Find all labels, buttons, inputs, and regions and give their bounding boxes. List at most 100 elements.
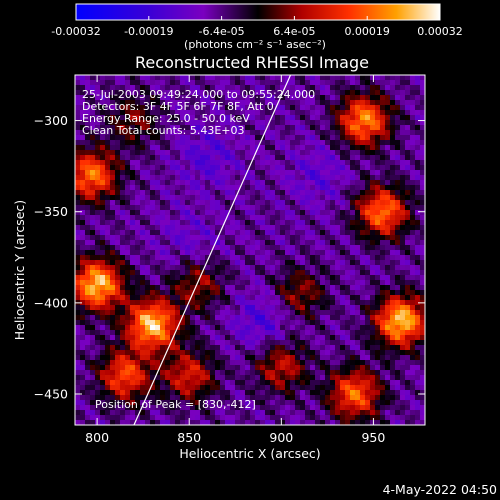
heatmap-cell	[175, 225, 181, 231]
heatmap-cell	[375, 115, 381, 121]
heatmap-cell	[250, 90, 256, 96]
heatmap-cell	[390, 420, 396, 425]
heatmap-cell	[335, 355, 341, 361]
heatmap-cell	[385, 370, 391, 376]
heatmap-cell	[240, 220, 246, 226]
heatmap-cell	[405, 270, 411, 276]
heatmap-cell	[105, 360, 111, 366]
heatmap-cell	[185, 300, 191, 306]
heatmap-cell	[105, 315, 111, 321]
heatmap-cell	[335, 120, 341, 126]
heatmap-cell	[355, 370, 361, 376]
heatmap-cell	[220, 410, 226, 416]
heatmap-cell	[200, 240, 206, 246]
heatmap-cell	[285, 95, 291, 101]
heatmap-cell	[190, 180, 196, 186]
heatmap-cell	[410, 305, 416, 311]
heatmap-cell	[200, 150, 206, 156]
heatmap-cell	[175, 110, 181, 116]
heatmap-cell	[400, 110, 406, 116]
heatmap-cell	[400, 135, 406, 141]
heatmap-cell	[105, 395, 111, 401]
heatmap-cell	[170, 375, 176, 381]
heatmap-cell	[120, 405, 126, 411]
heatmap-cell	[345, 160, 351, 166]
heatmap-cell	[220, 275, 226, 281]
heatmap-cell	[235, 270, 241, 276]
heatmap-cell	[370, 355, 376, 361]
heatmap-cell	[260, 85, 266, 91]
heatmap-cell	[415, 105, 421, 111]
heatmap-cell	[165, 400, 171, 406]
heatmap-cell	[340, 305, 346, 311]
heatmap-cell	[85, 345, 91, 351]
heatmap-cell	[415, 265, 421, 271]
heatmap-cell	[75, 140, 81, 146]
heatmap-cell	[250, 205, 256, 211]
heatmap-cell	[275, 140, 281, 146]
heatmap-cell	[195, 300, 201, 306]
heatmap-cell	[340, 360, 346, 366]
heatmap-cell	[230, 275, 236, 281]
heatmap-cell	[380, 150, 386, 156]
heatmap-cell	[315, 185, 321, 191]
heatmap-cell	[365, 135, 371, 141]
heatmap-cell	[150, 90, 156, 96]
heatmap-cell	[295, 400, 301, 406]
heatmap-cell	[125, 200, 131, 206]
heatmap-cell	[205, 220, 211, 226]
heatmap-cell	[180, 75, 186, 81]
heatmap-cell	[255, 140, 261, 146]
heatmap-cell	[215, 415, 221, 421]
heatmap-cell	[370, 230, 376, 236]
heatmap-cell	[400, 400, 406, 406]
heatmap-cell	[230, 300, 236, 306]
heatmap-cell	[345, 245, 351, 251]
heatmap-cell	[410, 125, 416, 131]
heatmap-cell	[305, 85, 311, 91]
heatmap-cell	[375, 300, 381, 306]
heatmap-cell	[140, 165, 146, 171]
heatmap-cell	[215, 180, 221, 186]
heatmap-cell	[275, 275, 281, 281]
heatmap-cell	[85, 400, 91, 406]
heatmap-cell	[310, 135, 316, 141]
heatmap-cell	[80, 220, 86, 226]
heatmap-cell	[150, 265, 156, 271]
heatmap-cell	[145, 150, 151, 156]
heatmap-cell	[245, 95, 251, 101]
heatmap-cell	[120, 225, 126, 231]
heatmap-cell	[220, 90, 226, 96]
heatmap-cell	[250, 305, 256, 311]
heatmap-cell	[250, 300, 256, 306]
heatmap-cell	[140, 170, 146, 176]
heatmap-cell	[100, 295, 106, 301]
heatmap-cell	[400, 305, 406, 311]
heatmap-cell	[175, 265, 181, 271]
heatmap-cell	[310, 350, 316, 356]
heatmap-cell	[190, 335, 196, 341]
heatmap-cell	[340, 155, 346, 161]
heatmap-cell	[140, 345, 146, 351]
heatmap-cell	[175, 140, 181, 146]
heatmap-cell	[285, 320, 291, 326]
heatmap-cell	[105, 155, 111, 161]
heatmap-cell	[385, 210, 391, 216]
heatmap-cell	[80, 265, 86, 271]
heatmap-cell	[360, 345, 366, 351]
heatmap-cell	[405, 245, 411, 251]
heatmap-cell	[315, 250, 321, 256]
heatmap-cell	[140, 215, 146, 221]
heatmap-cell	[115, 85, 121, 91]
heatmap-cell	[95, 140, 101, 146]
heatmap-cell	[195, 330, 201, 336]
heatmap-cell	[110, 385, 116, 391]
heatmap-cell	[75, 115, 81, 121]
heatmap-cell	[280, 235, 286, 241]
heatmap-cell	[240, 320, 246, 326]
heatmap-cell	[80, 335, 86, 341]
heatmap-cell	[210, 220, 216, 226]
heatmap-cell	[410, 230, 416, 236]
heatmap-cell	[120, 145, 126, 151]
heatmap-cell	[260, 235, 266, 241]
